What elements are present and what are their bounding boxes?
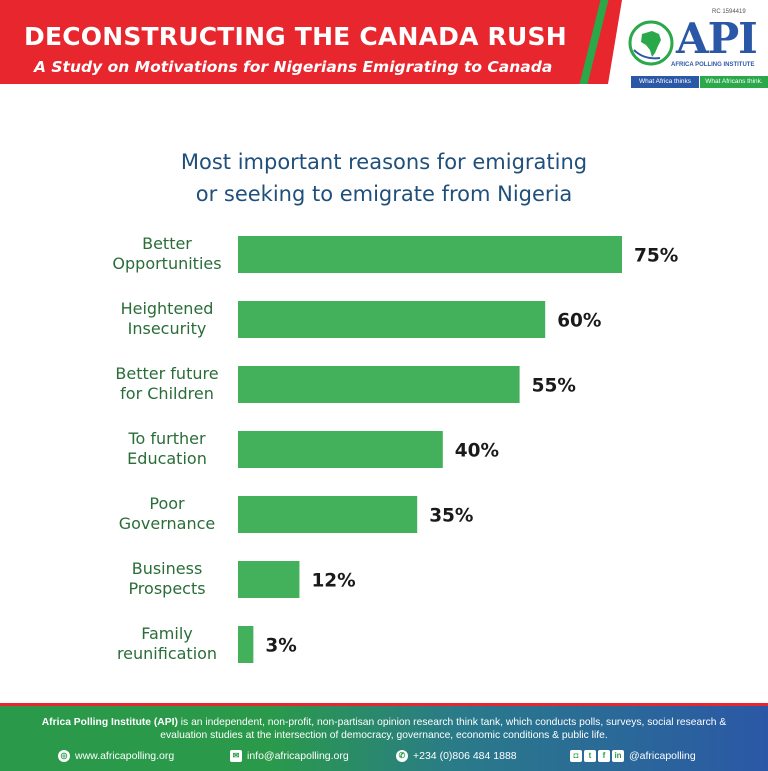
category-label-5: Business Prospects [128, 559, 205, 598]
value-label-2: 55% [532, 376, 576, 397]
header-banner-edge [608, 0, 622, 84]
logo-tagline-right: What Africans think. [700, 76, 768, 88]
value-label-5: 12% [311, 571, 355, 592]
bar-1 [238, 301, 546, 338]
header-title: DECONSTRUCTING THE CANADA RUSH [24, 22, 567, 51]
header-banner [0, 0, 608, 84]
mail-icon: ✉ [230, 750, 242, 762]
bar-2 [238, 366, 520, 403]
category-label-0: Better Opportunities [112, 234, 221, 273]
footer-social: ◘ t f in @africapolling [570, 750, 696, 762]
footer-phone[interactable]: ✆ +234 (0)806 484 1888 [396, 750, 517, 762]
email-link[interactable]: info@africapolling.org [247, 750, 349, 762]
instagram-icon[interactable]: ◘ [570, 750, 582, 762]
footer-email[interactable]: ✉ info@africapolling.org [230, 750, 349, 762]
bar-6 [238, 626, 254, 663]
twitter-icon[interactable]: t [584, 750, 596, 762]
footer-org-name: Africa Polling Institute (API) [41, 717, 178, 728]
linkedin-icon[interactable]: in [612, 750, 624, 762]
website-link[interactable]: www.africapolling.org [75, 750, 175, 762]
bar-4 [238, 496, 418, 533]
logo-tagline-left: What Africa thinks [631, 76, 699, 88]
bar-chart: 75% Better Opportunities 60% Heightened Insec… [112, 234, 678, 663]
chart-title: Most important reasons for emigrating or… [0, 146, 768, 210]
chart-title-line-2: or seeking to emigrate from Nigeria [195, 182, 573, 206]
social-icons: ◘ t f in [570, 750, 624, 762]
footer-description-text: is an independent, non-profit, non-parti… [160, 717, 727, 741]
header-subtitle: A Study on Motivations for Nigerians Emi… [34, 58, 553, 76]
bar-0 [238, 236, 622, 273]
phone-number[interactable]: +234 (0)806 484 1888 [413, 750, 517, 762]
logo-name: AFRICA POLLING INSTITUTE [671, 62, 755, 68]
globe-icon: ◎ [58, 750, 70, 762]
category-label-1: Heightened Insecurity [121, 299, 214, 338]
category-label-2: Better future for Children [115, 364, 218, 403]
value-label-1: 60% [557, 311, 601, 332]
bar-3 [238, 431, 443, 468]
footer-website[interactable]: ◎ www.africapolling.org [58, 750, 174, 762]
facebook-icon[interactable]: f [598, 750, 610, 762]
footer: Africa Polling Institute (API) is an ind… [0, 703, 768, 771]
chart-title-line-1: Most important reasons for emigrating [180, 150, 588, 174]
value-label-6: 3% [265, 636, 296, 657]
category-label-4: Poor Governance [119, 494, 216, 533]
value-label-3: 40% [455, 441, 499, 462]
whatsapp-icon: ✆ [396, 750, 408, 762]
category-label-6: Family reunification [117, 624, 217, 663]
logo-acronym: API [676, 14, 758, 63]
footer-description: Africa Polling Institute (API) is an ind… [20, 716, 748, 742]
value-label-4: 35% [429, 506, 473, 527]
category-label-3: To further Education [127, 429, 207, 468]
rc-number: RC 1594419 [712, 9, 746, 15]
bar-5 [238, 561, 300, 598]
social-handle[interactable]: @africapolling [629, 750, 696, 762]
africa-globe-icon [628, 20, 674, 66]
value-label-0: 75% [634, 246, 678, 267]
